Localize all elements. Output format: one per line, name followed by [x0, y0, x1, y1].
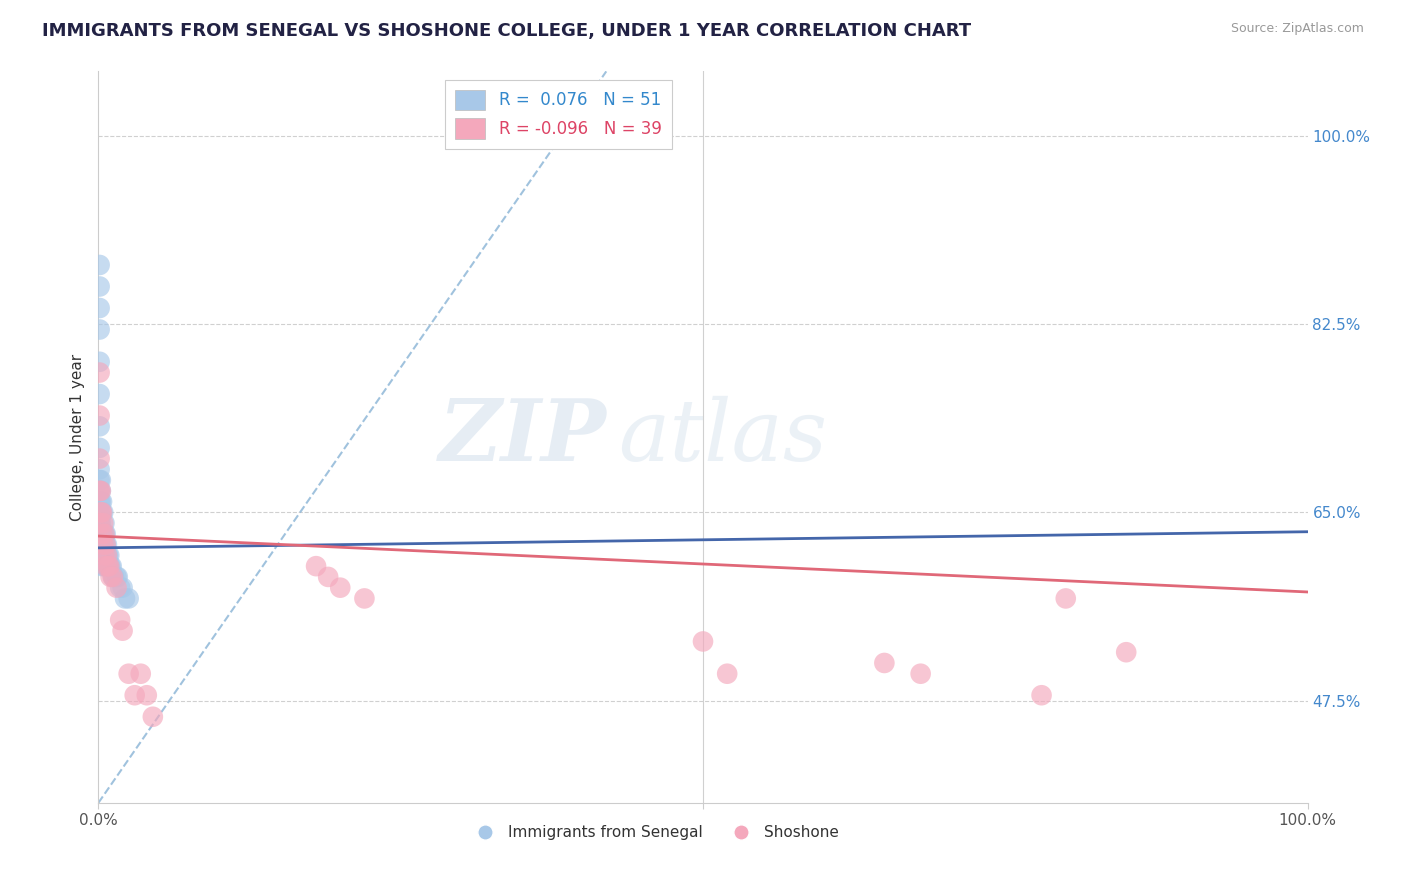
Point: [1054, 591, 1077, 606]
Y-axis label: College, Under 1 year: College, Under 1 year: [69, 353, 84, 521]
Point: [142, 710, 165, 724]
Point: [91, 538, 114, 552]
Point: [93, 527, 115, 541]
Point: [118, 591, 141, 606]
Point: [90, 505, 112, 519]
Point: [89, 494, 111, 508]
Text: ZIP: ZIP: [439, 395, 606, 479]
Point: [98, 559, 121, 574]
Point: [118, 666, 141, 681]
Point: [1115, 645, 1137, 659]
Point: [100, 570, 122, 584]
Point: [103, 570, 125, 584]
Point: [91, 494, 114, 508]
Point: [89, 516, 111, 530]
Point: [89, 322, 111, 336]
Point: [329, 581, 352, 595]
Point: [111, 581, 134, 595]
Point: [89, 366, 111, 380]
Point: [94, 527, 117, 541]
Point: [91, 527, 114, 541]
Point: [94, 538, 117, 552]
Point: [96, 549, 118, 563]
Point: [101, 570, 124, 584]
Point: [94, 559, 117, 574]
Point: [692, 634, 714, 648]
Point: [91, 538, 114, 552]
Point: [98, 549, 121, 563]
Point: [89, 279, 111, 293]
Legend: Immigrants from Senegal, Shoshone: Immigrants from Senegal, Shoshone: [464, 819, 845, 847]
Text: Source: ZipAtlas.com: Source: ZipAtlas.com: [1230, 22, 1364, 36]
Text: atlas: atlas: [619, 396, 828, 478]
Point: [89, 483, 111, 498]
Point: [89, 301, 111, 315]
Point: [108, 581, 131, 595]
Point: [89, 473, 111, 487]
Point: [1031, 688, 1053, 702]
Point: [93, 527, 115, 541]
Point: [89, 355, 111, 369]
Point: [873, 656, 896, 670]
Point: [353, 591, 375, 606]
Point: [97, 559, 120, 574]
Point: [94, 549, 117, 563]
Point: [91, 527, 114, 541]
Point: [90, 473, 112, 487]
Point: [98, 559, 121, 574]
Point: [910, 666, 932, 681]
Point: [100, 559, 122, 574]
Point: [91, 527, 114, 541]
Point: [107, 570, 129, 584]
Point: [90, 516, 112, 530]
Point: [101, 570, 124, 584]
Point: [105, 581, 128, 595]
Point: [91, 516, 114, 530]
Point: [91, 559, 114, 574]
Point: [90, 494, 112, 508]
Point: [124, 688, 146, 702]
Point: [93, 538, 115, 552]
Point: [90, 538, 112, 552]
Point: [316, 570, 339, 584]
Point: [114, 591, 136, 606]
Point: [89, 409, 111, 423]
Point: [89, 419, 111, 434]
Point: [91, 505, 114, 519]
Point: [91, 505, 114, 519]
Point: [91, 505, 114, 519]
Point: [94, 538, 117, 552]
Point: [89, 441, 111, 455]
Point: [89, 258, 111, 272]
Point: [129, 666, 152, 681]
Point: [89, 516, 111, 530]
Point: [135, 688, 157, 702]
Point: [89, 451, 111, 466]
Point: [96, 538, 118, 552]
Point: [111, 624, 134, 638]
Point: [716, 666, 738, 681]
Point: [105, 570, 128, 584]
Point: [93, 559, 115, 574]
Point: [305, 559, 328, 574]
Point: [97, 549, 120, 563]
Point: [90, 483, 112, 498]
Text: IMMIGRANTS FROM SENEGAL VS SHOSHONE COLLEGE, UNDER 1 YEAR CORRELATION CHART: IMMIGRANTS FROM SENEGAL VS SHOSHONE COLL…: [42, 22, 972, 40]
Point: [89, 483, 111, 498]
Point: [93, 549, 115, 563]
Point: [100, 559, 122, 574]
Point: [108, 613, 131, 627]
Point: [89, 387, 111, 401]
Point: [89, 462, 111, 476]
Point: [90, 483, 112, 498]
Point: [96, 559, 118, 574]
Point: [89, 505, 111, 519]
Point: [93, 516, 115, 530]
Point: [96, 549, 118, 563]
Point: [97, 559, 120, 574]
Point: [91, 549, 114, 563]
